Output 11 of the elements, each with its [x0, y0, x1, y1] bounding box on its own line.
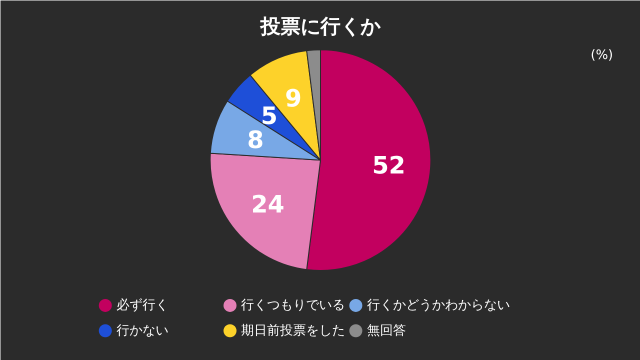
data-label: 9 — [284, 84, 302, 112]
legend-label: 必ず行く — [116, 298, 168, 313]
data-label: 52 — [372, 151, 406, 180]
legend-label: 行くかどうかわからない — [366, 298, 510, 313]
text: (%) — [590, 48, 614, 64]
legend-label: 無回答 — [366, 323, 406, 338]
legend-label: 行かない — [116, 323, 168, 338]
data-label: 24 — [251, 190, 284, 219]
legend-label: 期日前投票をした — [241, 323, 346, 338]
legend-label: 行くつもりでいる — [241, 298, 346, 313]
chart-title: 投票に行くか — [260, 14, 382, 38]
